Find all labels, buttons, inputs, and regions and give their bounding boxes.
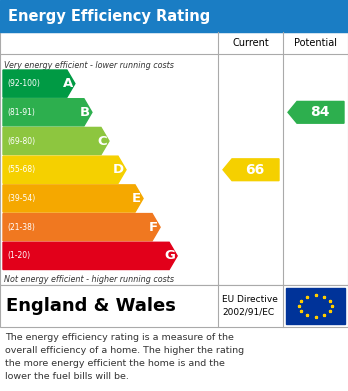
Text: Energy Efficiency Rating: Energy Efficiency Rating — [8, 9, 210, 23]
Text: Potential: Potential — [294, 38, 337, 48]
Polygon shape — [3, 99, 92, 126]
Text: (69-80): (69-80) — [7, 136, 35, 145]
Text: (39-54): (39-54) — [7, 194, 35, 203]
Text: EU Directive
2002/91/EC: EU Directive 2002/91/EC — [222, 295, 278, 317]
Polygon shape — [3, 185, 143, 212]
Text: (81-91): (81-91) — [7, 108, 35, 117]
Text: C: C — [97, 135, 107, 147]
Polygon shape — [3, 70, 75, 97]
Polygon shape — [3, 127, 109, 155]
Polygon shape — [223, 159, 279, 181]
Text: G: G — [164, 249, 175, 262]
Text: Very energy efficient - lower running costs: Very energy efficient - lower running co… — [4, 61, 174, 70]
Text: 84: 84 — [310, 105, 330, 119]
Bar — [0, 285, 348, 327]
Text: (21-38): (21-38) — [7, 223, 35, 232]
Bar — [0, 32, 348, 285]
Polygon shape — [3, 242, 177, 269]
Text: Not energy efficient - higher running costs: Not energy efficient - higher running co… — [4, 274, 174, 283]
Bar — [0, 0, 348, 32]
Bar — [286, 288, 345, 324]
Polygon shape — [288, 101, 344, 123]
Text: (55-68): (55-68) — [7, 165, 35, 174]
Text: (92-100): (92-100) — [7, 79, 40, 88]
Polygon shape — [3, 156, 126, 183]
Text: D: D — [113, 163, 124, 176]
Text: F: F — [149, 221, 158, 234]
Text: B: B — [80, 106, 90, 119]
Text: A: A — [63, 77, 73, 90]
Text: E: E — [132, 192, 141, 205]
Text: 66: 66 — [245, 163, 264, 177]
Polygon shape — [3, 213, 160, 241]
Text: Current: Current — [232, 38, 269, 48]
Text: England & Wales: England & Wales — [6, 297, 176, 315]
Text: The energy efficiency rating is a measure of the
overall efficiency of a home. T: The energy efficiency rating is a measur… — [5, 333, 244, 380]
Text: (1-20): (1-20) — [7, 251, 30, 260]
